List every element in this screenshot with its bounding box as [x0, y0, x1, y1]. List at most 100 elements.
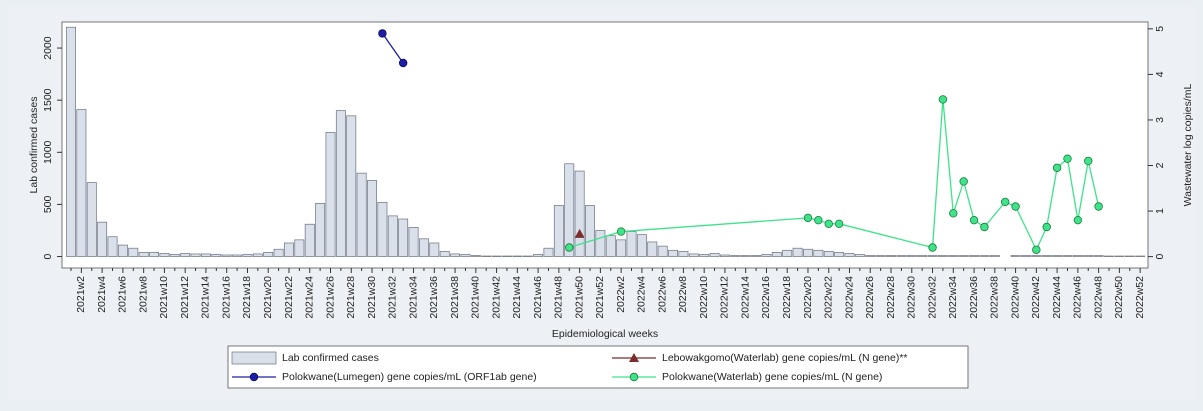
x-tick-label: 2022w38	[989, 276, 1001, 319]
x-tick-label: 2021w36	[428, 276, 440, 319]
y2-tick-label: 1	[1154, 208, 1166, 214]
bar	[875, 255, 886, 257]
line-segment	[1087, 160, 1100, 207]
x-tick-label: 2021w38	[449, 276, 461, 319]
bar	[387, 215, 398, 257]
x-tick-label: 2022w32	[926, 276, 938, 319]
x-tick-label: 2021w46	[532, 276, 544, 319]
bar	[117, 244, 128, 257]
bar	[678, 250, 689, 257]
point	[824, 219, 833, 229]
x-tick-label: 2022w20	[802, 276, 814, 319]
x-tick-label: 2021w20	[262, 276, 274, 319]
point	[1001, 197, 1010, 207]
x-tick-label: 2022w36	[968, 276, 980, 319]
legend-label: Lab confirmed cases	[282, 352, 379, 364]
bar	[927, 255, 938, 257]
y2-tick-label: 4	[1154, 71, 1166, 77]
line-segment	[952, 181, 965, 214]
legend-label: Lebowakgomo(Waterlab) gene copies/mL (N …	[662, 352, 908, 364]
bar	[595, 230, 606, 257]
y2-tick-label: 3	[1154, 117, 1166, 123]
bar	[315, 203, 326, 257]
legend-swatch	[231, 351, 277, 365]
point	[616, 227, 626, 236]
bar	[668, 249, 678, 257]
bar	[491, 255, 502, 257]
bar	[647, 241, 658, 257]
bar	[989, 255, 1000, 257]
bar	[1124, 255, 1135, 257]
bar	[1052, 255, 1063, 257]
bar	[979, 255, 990, 257]
legend-marker	[629, 372, 639, 382]
bar	[284, 242, 294, 257]
bar	[533, 254, 544, 257]
bar	[917, 255, 928, 257]
bar	[688, 253, 699, 257]
bar	[512, 255, 523, 257]
bar	[190, 253, 201, 257]
bar	[522, 255, 533, 257]
bar	[1093, 255, 1104, 257]
x-tick-label: 2022w6	[656, 276, 668, 313]
bar	[335, 110, 346, 257]
bar	[1021, 255, 1031, 257]
x-tick-label: 2022w26	[864, 276, 876, 319]
bar	[66, 26, 76, 257]
x-tick-label: 2022w42	[1030, 276, 1042, 319]
bar	[86, 182, 97, 257]
y-tick-label: 1500	[42, 88, 54, 112]
line-segment	[1014, 206, 1037, 251]
bar	[200, 253, 211, 257]
plot-area	[61, 21, 1149, 269]
x-tick-label: 2022w8	[677, 276, 689, 313]
point	[1084, 156, 1093, 166]
x-tick-label: 2022w50	[1113, 276, 1125, 319]
bar	[273, 248, 284, 257]
line-segment	[569, 230, 622, 249]
bar	[740, 255, 751, 257]
x-tick-label: 2021w44	[511, 276, 523, 319]
bar	[1010, 255, 1021, 257]
bar	[771, 252, 782, 257]
x-tick-label: 2022w16	[760, 276, 772, 319]
x-tick-label: 2022w34	[947, 276, 959, 319]
x-tick-label: 2021w2	[75, 276, 87, 313]
bar	[1062, 255, 1073, 257]
bar	[221, 254, 232, 257]
point	[398, 58, 408, 68]
x-tick-label: 2022w4	[636, 276, 648, 313]
bar	[803, 248, 813, 257]
line-segment	[838, 223, 933, 249]
y2-axis-title: Wastewater log copies/mL	[1182, 83, 1194, 206]
bar	[719, 254, 730, 257]
x-tick-label: 2021w18	[241, 276, 253, 319]
bar	[969, 255, 980, 257]
point	[1011, 202, 1020, 211]
line-segment	[381, 33, 404, 64]
x-tick-label: 2022w30	[906, 276, 918, 319]
x-tick-label: 2022w52	[1134, 276, 1146, 319]
x-tick-label: 2022w12	[719, 276, 731, 319]
bar	[107, 236, 118, 257]
bar	[1041, 255, 1052, 257]
x-tick-label: 2021w32	[387, 276, 399, 319]
bar	[460, 254, 471, 257]
x-tick-label: 2021w26	[324, 276, 336, 319]
line-segment	[1077, 160, 1089, 221]
point	[1042, 222, 1051, 232]
x-tick-label: 2021w42	[490, 276, 502, 319]
bar	[242, 254, 253, 257]
bar	[896, 255, 907, 257]
bar	[149, 252, 159, 257]
bar	[730, 255, 741, 257]
bar	[304, 223, 315, 257]
point	[834, 219, 844, 229]
bar	[398, 218, 409, 257]
bar	[958, 255, 969, 257]
bar	[574, 170, 585, 257]
bar	[325, 132, 336, 257]
bar	[699, 254, 710, 257]
